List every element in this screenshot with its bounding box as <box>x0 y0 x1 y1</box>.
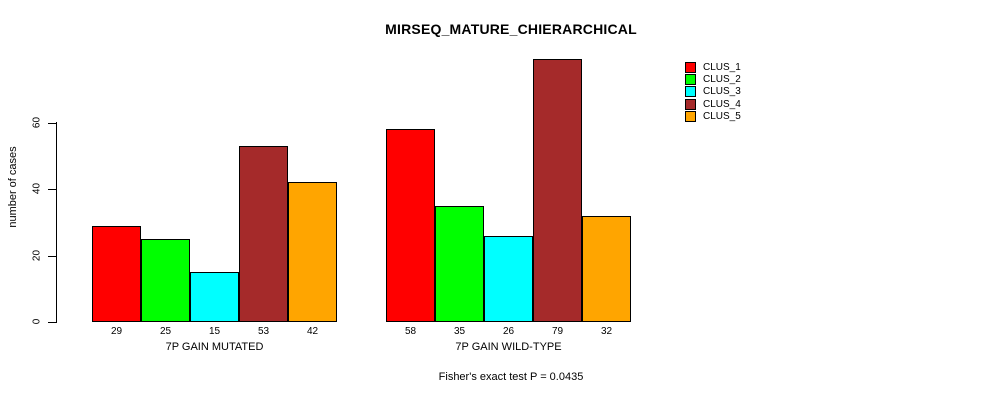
y-tick-label: 20 <box>31 249 43 261</box>
y-tick-label: 60 <box>31 116 43 128</box>
y-axis-line <box>56 122 57 322</box>
y-tick-mark <box>48 255 57 257</box>
bar-value-label: 58 <box>404 326 417 337</box>
legend-item: CLUS_1 <box>685 61 741 73</box>
bar-clus_2 <box>435 205 484 322</box>
chart-title: MIRSEQ_MATURE_CHIERARCHICAL <box>385 21 637 37</box>
legend-swatch <box>685 86 696 98</box>
bar-value-label: 26 <box>502 326 515 337</box>
footer-stat-text: Fisher's exact test P = 0.0435 <box>438 371 584 383</box>
legend: CLUS_1 CLUS_2 CLUS_3 CLUS_4 CLUS_5 <box>685 61 741 123</box>
y-tick-label: 0 <box>31 318 43 325</box>
x-group-label: 7P GAIN MUTATED <box>165 341 264 353</box>
legend-label: CLUS_3 <box>703 86 741 98</box>
bar-clus_4 <box>533 59 582 322</box>
bar-value-label: 35 <box>453 326 466 337</box>
legend-label: CLUS_2 <box>703 74 741 86</box>
legend-swatch <box>685 74 696 86</box>
bar-clus_3 <box>190 272 239 322</box>
bar-clus_2 <box>141 238 190 322</box>
y-tick-mark <box>48 322 57 323</box>
bar-value-label: 32 <box>600 326 613 337</box>
bar-clus_4 <box>239 145 288 322</box>
legend-item: CLUS_3 <box>685 86 741 98</box>
legend-item: CLUS_4 <box>685 98 741 110</box>
y-axis-label: number of cases <box>7 146 19 228</box>
legend-swatch <box>685 111 696 123</box>
legend-swatch <box>685 98 696 110</box>
y-tick-mark <box>48 189 57 190</box>
y-tick-label: 40 <box>31 182 43 195</box>
bar-clus_5 <box>582 215 631 322</box>
legend-label: CLUS_5 <box>703 111 741 123</box>
bar-clus_5 <box>288 182 337 322</box>
legend-label: CLUS_4 <box>703 98 741 110</box>
bar-value-label: 42 <box>306 326 319 337</box>
legend-swatch <box>685 61 696 73</box>
x-group-label: 7P GAIN WILD-TYPE <box>455 341 562 353</box>
bar-clus_1 <box>92 225 141 322</box>
bar-value-label: 29 <box>110 326 123 337</box>
bar-value-label: 15 <box>208 326 221 337</box>
y-tick-mark <box>48 122 57 124</box>
bar-value-label: 79 <box>551 326 564 337</box>
bar-clus_1 <box>386 129 435 322</box>
legend-item: CLUS_2 <box>685 73 741 86</box>
legend-item: CLUS_5 <box>685 111 741 123</box>
bar-value-label: 25 <box>159 326 172 337</box>
legend-label: CLUS_1 <box>703 61 741 73</box>
bar-value-label: 53 <box>257 326 270 337</box>
bar-clus_3 <box>484 235 533 322</box>
